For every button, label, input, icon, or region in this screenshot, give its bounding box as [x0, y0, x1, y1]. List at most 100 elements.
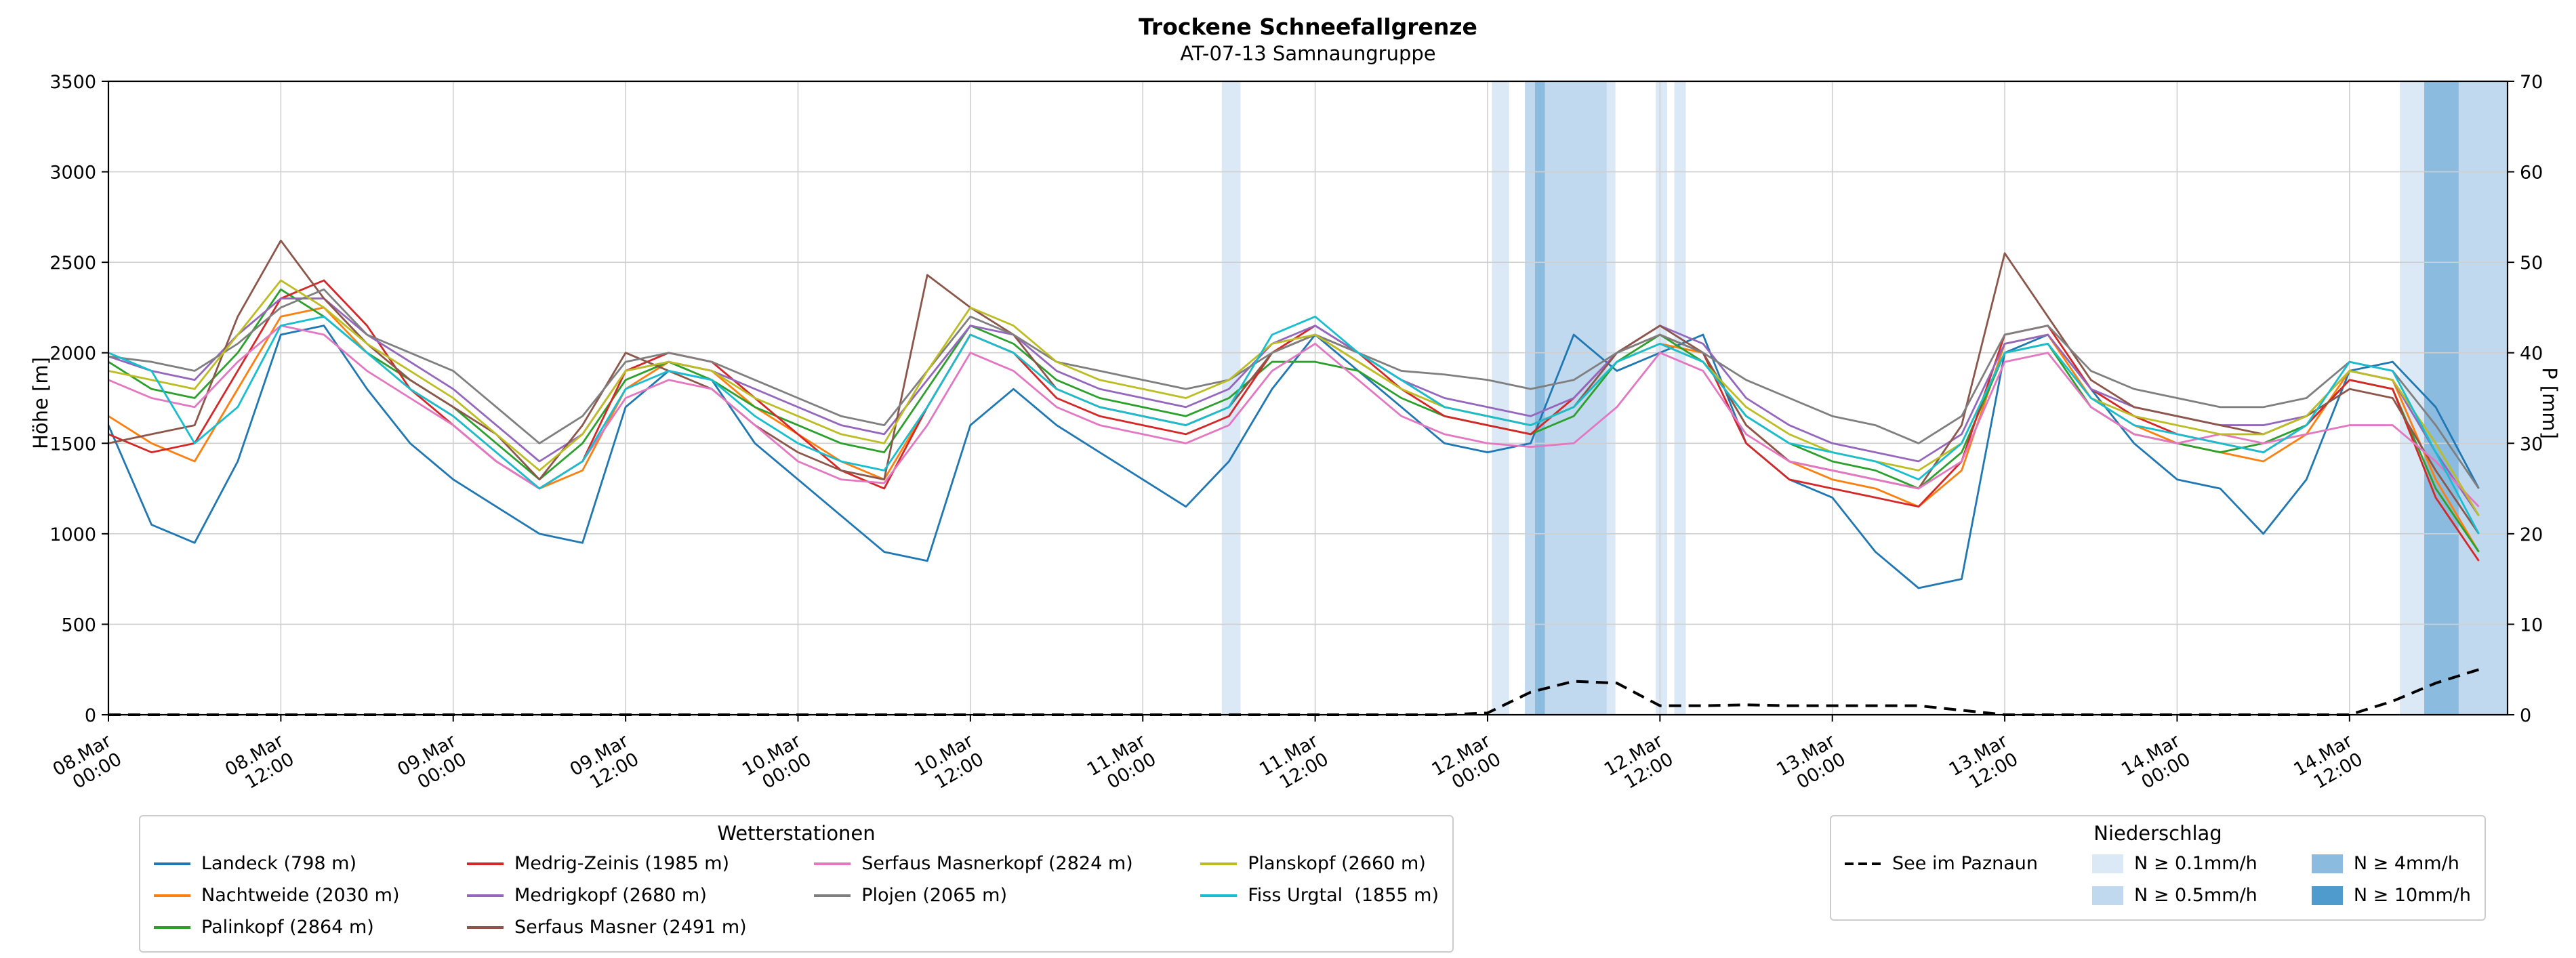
- y-left-tick-label: 2000: [49, 343, 96, 365]
- chart-subtitle: AT-07-13 Samnaungruppe: [1180, 42, 1436, 65]
- legend-item-label: Nachtweide (2030 m): [201, 885, 400, 906]
- precip-band: [1525, 81, 1535, 715]
- x-tick-label: 11.Mar00:00: [1084, 730, 1160, 799]
- gridlines: [108, 81, 2508, 715]
- x-tick-label: 13.Mar12:00: [1946, 730, 2022, 799]
- legend-item: Landeck (798 m): [154, 848, 399, 879]
- dashed-line-swatch-icon: [1845, 862, 1881, 865]
- x-tick-label: 09.Mar00:00: [394, 730, 470, 799]
- x-tick-label: 10.Mar12:00: [912, 730, 988, 799]
- y-left-tick-label: 3500: [49, 72, 96, 93]
- y-right-tick-label: 0: [2520, 705, 2531, 726]
- legend-item: Planskopf (2660 m): [1200, 848, 1439, 879]
- y-left-tick-label: 0: [85, 705, 96, 726]
- y-right-tick-label: 60: [2520, 163, 2543, 184]
- x-tick-label: 14.Mar00:00: [2118, 730, 2194, 799]
- legend-item-label: N ≥ 0.1mm/h: [2134, 853, 2257, 874]
- legend-precip-items: See im Paznaun N ≥ 0.1mm/h N ≥ 0.5mm/h N ≥ …: [1845, 848, 2471, 911]
- precip-series-line: [108, 668, 2480, 716]
- precip-band: [2458, 81, 2508, 715]
- legend-precip-title: Niederschlag: [2093, 822, 2222, 845]
- x-tick-label: 08.Mar00:00: [49, 730, 126, 799]
- legend-item-label: Palinkopf (2864 m): [201, 917, 374, 938]
- color-patch-icon: [2092, 886, 2124, 905]
- line-swatch-icon: [814, 862, 851, 865]
- x-tick-label: 14.Mar12:00: [2291, 730, 2367, 799]
- y-right-tick-label: 40: [2520, 343, 2543, 365]
- precip-band: [1606, 81, 1616, 715]
- color-patch-icon: [2311, 854, 2343, 873]
- legend-precipitation: Niederschlag See im Paznaun N ≥ 0.1mm/h N …: [1830, 815, 2486, 921]
- legend-item: N ≥ 0.5mm/h: [2092, 879, 2257, 911]
- precip-bands: [1221, 81, 2508, 715]
- legend-item-label: Medrig-Zeinis (1985 m): [514, 853, 730, 874]
- x-tick-label: 10.Mar00:00: [739, 730, 815, 799]
- legend-item: Medrigkopf (2680 m): [467, 879, 747, 911]
- series-line: [108, 297, 2480, 516]
- precip-band: [1674, 81, 1686, 715]
- legend-item-label: N ≥ 0.5mm/h: [2134, 885, 2257, 906]
- axes-frame: [107, 80, 2509, 716]
- legend-item: N ≥ 10mm/h: [2311, 879, 2471, 911]
- x-tick-label: 08.Mar12:00: [222, 730, 298, 799]
- x-tick-label: 12.Mar00:00: [1429, 730, 1505, 799]
- precip-series: [108, 668, 2480, 716]
- legend-item: Fiss Urgtal (1855 m): [1200, 879, 1439, 911]
- legend-column: Planskopf (2660 m) Fiss Urgtal (1855 m): [1200, 848, 1439, 911]
- legend-column: Serfaus Masnerkopf (2824 m) Plojen (2065 …: [814, 848, 1133, 911]
- legend-item-label: N ≥ 10mm/h: [2353, 885, 2471, 906]
- legend-item: Serfaus Masnerkopf (2824 m): [814, 848, 1133, 879]
- y-left-tick-label: 3000: [49, 163, 96, 184]
- series-line: [108, 239, 2480, 535]
- station-series: [107, 239, 2480, 589]
- series-line: [108, 315, 2480, 535]
- legend-item-label: Landeck (798 m): [201, 853, 356, 874]
- y-right-tick-label: 20: [2520, 524, 2543, 545]
- x-tick-label: 12.Mar12:00: [1601, 730, 1677, 799]
- y-right-tick-label: 50: [2520, 253, 2543, 274]
- line-swatch-icon: [154, 862, 190, 865]
- series-line: [108, 288, 2480, 489]
- precip-band: [1655, 81, 1667, 715]
- legend-item: Medrig-Zeinis (1985 m): [467, 848, 747, 879]
- legend-column: Landeck (798 m) Nachtweide (2030 m) Palink…: [154, 848, 399, 943]
- y-left-tick-label: 500: [61, 615, 96, 636]
- line-swatch-icon: [814, 894, 851, 897]
- legend-item-label: N ≥ 4mm/h: [2353, 853, 2459, 874]
- x-tick-label: 09.Mar12:00: [567, 730, 643, 799]
- legend-item-label: Fiss Urgtal (1855 m): [1248, 885, 1439, 906]
- y-right-tick-label: 10: [2520, 615, 2543, 636]
- legend-item-label: Serfaus Masner (2491 m): [514, 917, 747, 938]
- legend-item-label: Medrigkopf (2680 m): [514, 885, 707, 906]
- series-line: [108, 279, 2480, 562]
- line-swatch-icon: [154, 894, 190, 897]
- line-swatch-icon: [467, 894, 504, 897]
- legend-item: Serfaus Masner (2491 m): [467, 911, 747, 943]
- legend-column: N ≥ 0.1mm/h N ≥ 0.5mm/h: [2092, 848, 2257, 911]
- line-swatch-icon: [1200, 894, 1238, 897]
- y-right-tick-label: 30: [2520, 434, 2543, 455]
- legend-column: Medrig-Zeinis (1985 m) Medrigkopf (2680 m…: [467, 848, 747, 943]
- legend-item-label: Plojen (2065 m): [861, 885, 1007, 906]
- legend-item: N ≥ 4mm/h: [2311, 848, 2471, 879]
- chart-title: Trockene Schneefallgrenze: [1139, 14, 1477, 40]
- legend-item-label: See im Paznaun: [1892, 853, 2038, 874]
- y-left-tick-label: 1000: [49, 524, 96, 545]
- color-patch-icon: [2092, 854, 2124, 873]
- legend-column: See im Paznaun: [1845, 848, 2038, 879]
- line-swatch-icon: [1200, 862, 1238, 865]
- legend-item: See im Paznaun: [1845, 848, 2038, 879]
- precip-band: [1221, 81, 1241, 715]
- legend-column: N ≥ 4mm/h N ≥ 10mm/h: [2311, 848, 2471, 911]
- legend-item: Palinkopf (2864 m): [154, 911, 399, 943]
- y-left-tick-label: 2500: [49, 253, 96, 274]
- x-tick-label: 11.Mar12:00: [1256, 730, 1332, 799]
- legend-weather-stations: Wetterstationen Landeck (798 m) Nachtweid…: [139, 815, 1454, 953]
- axis-ticks-and-labels: 0 500 1000 1500 2000 2500 3000 3500 0 10 20 30 40 50 6…: [49, 72, 2543, 799]
- precip-band: [1545, 81, 1607, 715]
- line-swatch-icon: [467, 862, 504, 865]
- precip-band: [1534, 81, 1545, 715]
- legend-item-label: Serfaus Masnerkopf (2824 m): [861, 853, 1133, 874]
- precip-band: [1492, 81, 1509, 715]
- series-line: [107, 325, 2480, 589]
